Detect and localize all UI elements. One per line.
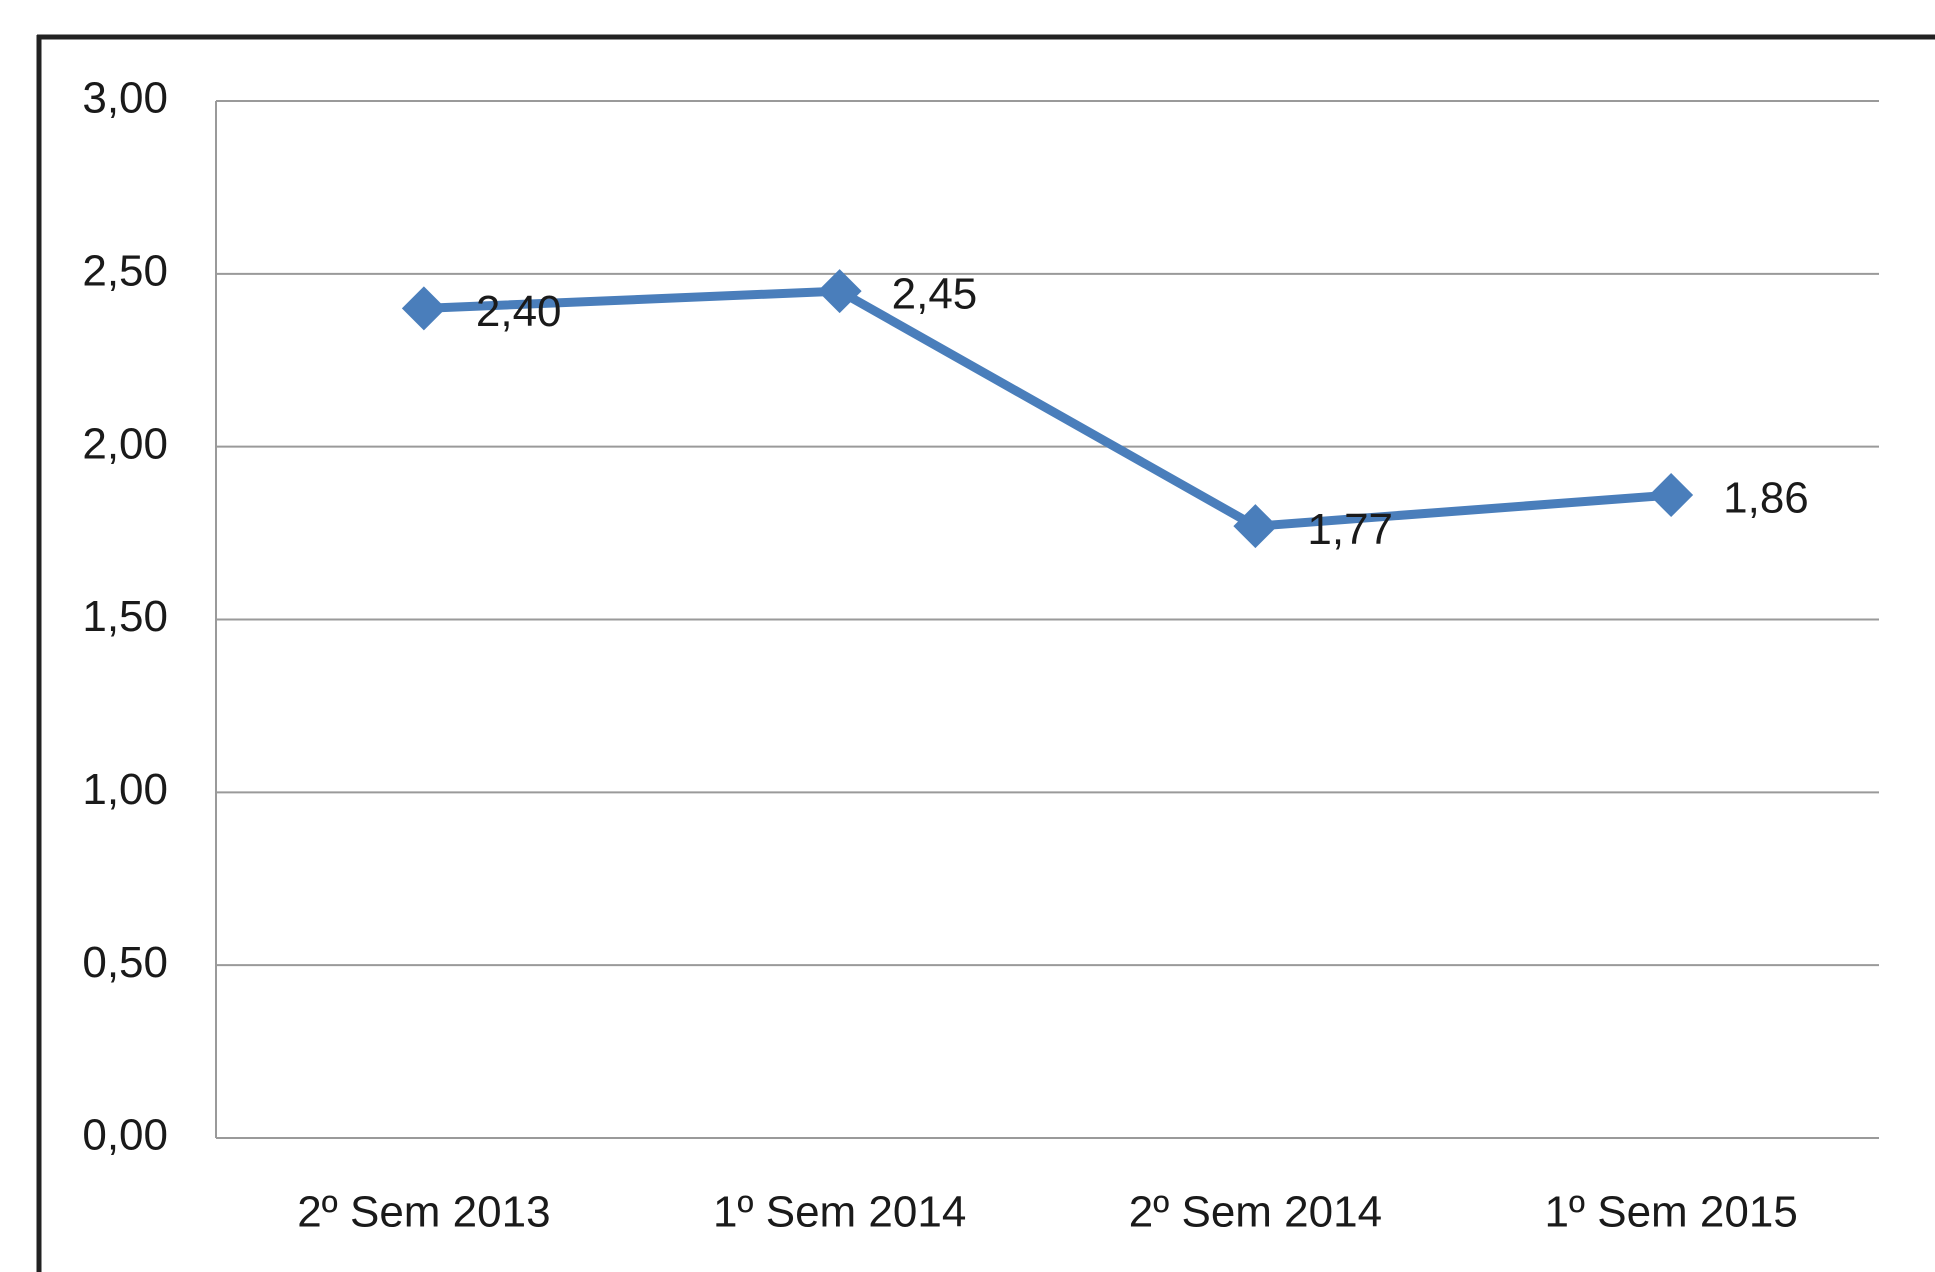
marker [401, 286, 446, 331]
y-tick-label: 0,00 [82, 1111, 168, 1160]
x-tick-label: 1º Sem 2015 [1544, 1188, 1797, 1237]
marker [1233, 504, 1278, 549]
y-tick-label: 0,50 [82, 938, 168, 987]
x-tick-label: 2º Sem 2013 [297, 1188, 550, 1237]
data-label: 1,77 [1307, 505, 1393, 554]
line [423, 286, 1672, 531]
y-tick-label: 1,00 [82, 765, 168, 814]
y-tick-label: 3,00 [82, 74, 168, 123]
marker [817, 269, 862, 314]
data-label: 2,40 [476, 287, 562, 336]
marker [1649, 473, 1694, 518]
x-tick-label: 1º Sem 2014 [713, 1188, 966, 1237]
x-tick-label: 2º Sem 2014 [1129, 1188, 1382, 1237]
data-label: 1,86 [1723, 474, 1809, 523]
y-tick-label: 2,00 [82, 419, 168, 468]
data-label: 2,45 [892, 270, 978, 319]
y-tick-label: 1,50 [82, 592, 168, 641]
y-tick-label: 2,50 [82, 246, 168, 295]
